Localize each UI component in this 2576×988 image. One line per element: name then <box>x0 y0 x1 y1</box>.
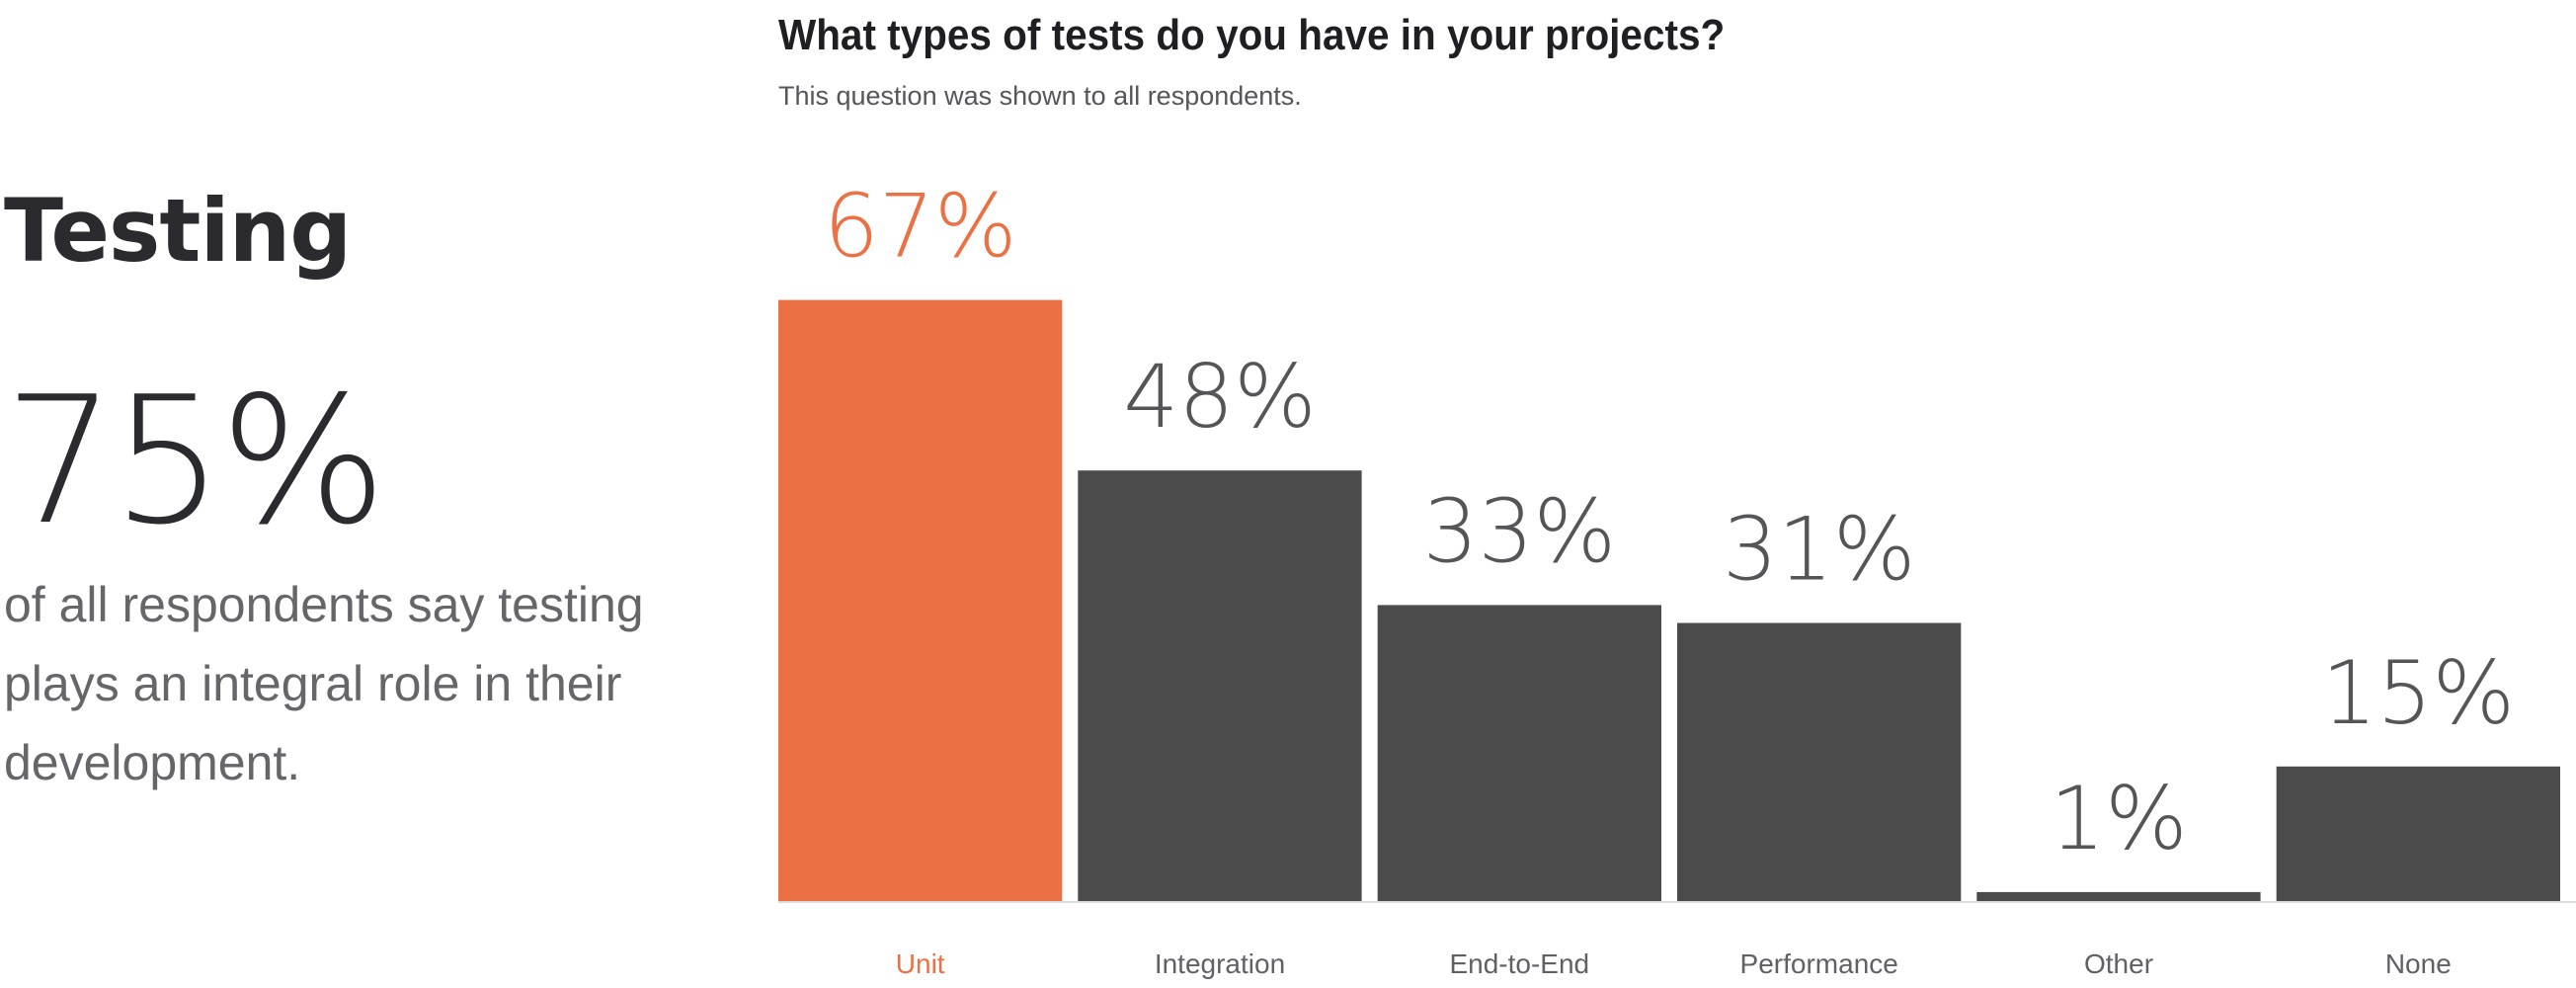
chart-subtitle: This question was shown to all responden… <box>778 81 1302 111</box>
value-label: 31% <box>1723 499 1916 601</box>
bar-unit <box>778 299 1063 902</box>
chart-title: What types of tests do you have in your … <box>778 11 1726 59</box>
bar-none <box>2276 766 2560 901</box>
bar-other <box>1976 891 2261 901</box>
category-label: None <box>2385 948 2452 979</box>
category-label: Unit <box>896 948 945 979</box>
value-label: 33% <box>1423 480 1617 582</box>
category-label: End-to-End <box>1449 948 1589 979</box>
summary-panel: Testing 75% of all respondents say testi… <box>0 0 751 988</box>
value-label: 48% <box>1123 346 1317 448</box>
section-title: Testing <box>4 180 352 282</box>
bar-end-to-end <box>1377 605 1661 901</box>
headline-stat: 75% <box>4 359 387 563</box>
category-label: Integration <box>1155 948 1285 979</box>
stat-description: of all respondents say testing plays an … <box>4 577 644 790</box>
value-label: 67% <box>824 176 1017 278</box>
bar-integration <box>1078 470 1362 901</box>
bar-performance <box>1677 622 1962 901</box>
value-label: 1% <box>2050 768 2188 869</box>
category-label: Other <box>2084 948 2153 979</box>
category-label: Performance <box>1740 948 1898 979</box>
value-label: 15% <box>2322 642 2516 744</box>
